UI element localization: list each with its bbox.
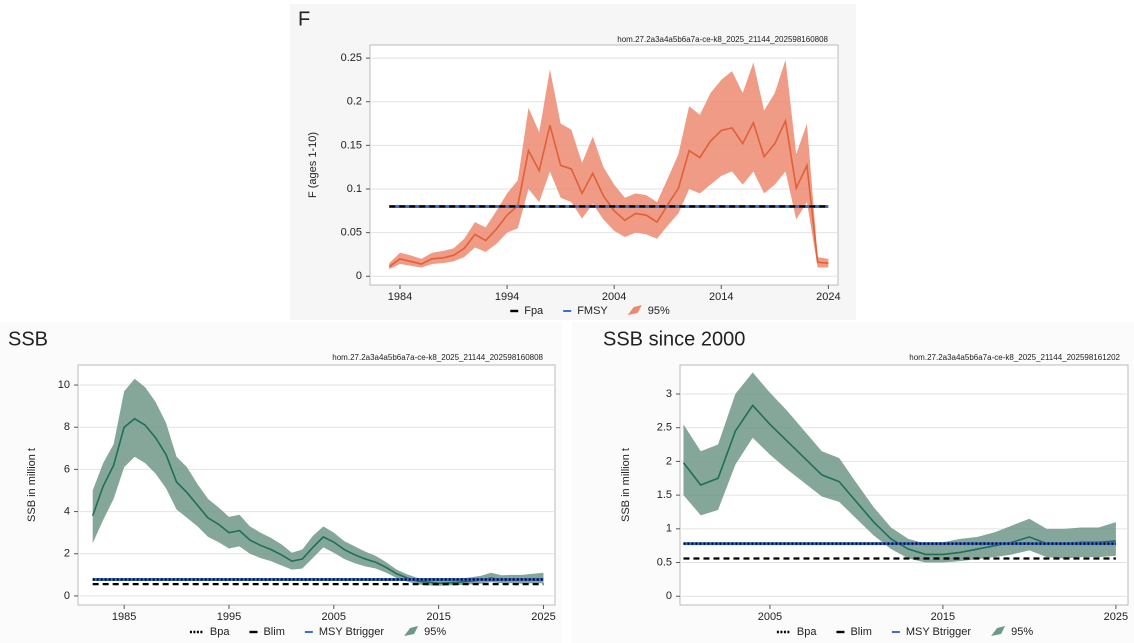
legend-label: MSY Btrigger (906, 626, 972, 638)
y-tick-label: 1 (666, 523, 672, 535)
y-tick-label: 0.25 (341, 52, 362, 64)
legend-label: Blim (263, 626, 284, 638)
x-tick-label: 2015 (931, 611, 955, 623)
legend-label: 95% (1011, 626, 1033, 638)
y-tick-label: 0.15 (341, 139, 362, 151)
series-line (388, 118, 829, 268)
watermark: hom.27.2a3a4a5b6a7a-ce-k8_2025_21144_202… (909, 353, 1120, 362)
y-tick-label: 4 (64, 505, 70, 517)
legend: Fpa FMSY 95% (510, 305, 670, 317)
y-tick-label: 0.2 (347, 96, 362, 108)
x-tick-label: 2024 (816, 291, 840, 303)
y-tick-label: 1.5 (657, 489, 672, 501)
x-tick-label: 2014 (709, 291, 733, 303)
x-tick-label: 2005 (758, 611, 782, 623)
confidence-band (92, 378, 544, 586)
x-tick-label: 2015 (426, 611, 450, 623)
x-tick-label: 2005 (322, 611, 346, 623)
legend-swatch (404, 626, 419, 636)
x-tick-label: 2025 (531, 611, 555, 623)
legend-label: MSY Btrigger (319, 626, 385, 638)
chart-title: F (298, 8, 310, 30)
y-tick-label: 10 (58, 379, 70, 391)
legend-swatch (991, 626, 1006, 636)
series-line (91, 417, 544, 585)
y-tick-label: 3 (666, 388, 672, 400)
y-tick-label: 6 (64, 463, 70, 475)
y-axis-label: SSB in million t (620, 448, 632, 522)
y-tick-label: 0.05 (341, 227, 362, 239)
y-tick-label: 2 (64, 548, 70, 560)
x-tick-label: 1985 (112, 611, 136, 623)
y-tick-label: 0 (666, 590, 672, 602)
y-tick-label: 2 (666, 455, 672, 467)
legend-label: 95% (648, 305, 670, 317)
y-tick-label: 0.5 (657, 556, 672, 568)
y-tick-label: 2.5 (657, 422, 672, 434)
x-tick-label: 1995 (217, 611, 241, 623)
x-tick-label: 2004 (602, 291, 626, 303)
y-tick-label: 8 (64, 421, 70, 433)
x-tick-label: 2025 (1104, 611, 1128, 623)
legend-label: Blim (850, 626, 871, 638)
y-tick-label: 0 (356, 270, 362, 282)
legend-label: 95% (424, 626, 446, 638)
legend: Bpa Blim MSY Btrigger 95% (776, 626, 1033, 638)
y-tick-label: 0.1 (347, 183, 362, 195)
chart-title: SSB since 2000 (603, 328, 745, 350)
x-tick-label: 1994 (495, 291, 519, 303)
legend: Bpa Blim MSY Btrigger 95% (189, 626, 446, 638)
confidence-band (683, 372, 1116, 563)
legend-label: Bpa (797, 626, 817, 638)
watermark: hom.27.2a3a4a5b6a7a-ce-k8_2025_21144_202… (617, 35, 828, 44)
x-tick-label: 1984 (388, 291, 412, 303)
y-tick-label: 0 (64, 590, 70, 602)
watermark: hom.27.2a3a4a5b6a7a-ce-k8_2025_21144_202… (332, 353, 543, 362)
y-axis-label: SSB in million t (26, 448, 38, 522)
legend-label: FMSY (577, 305, 608, 317)
legend-swatch (627, 305, 642, 315)
legend-label: Bpa (210, 626, 230, 638)
legend-label: Fpa (524, 305, 544, 317)
y-axis-label: F (ages 1-10) (307, 132, 319, 198)
chart-title: SSB (8, 328, 48, 350)
plot-area (77, 364, 556, 606)
confidence-band (389, 59, 829, 270)
